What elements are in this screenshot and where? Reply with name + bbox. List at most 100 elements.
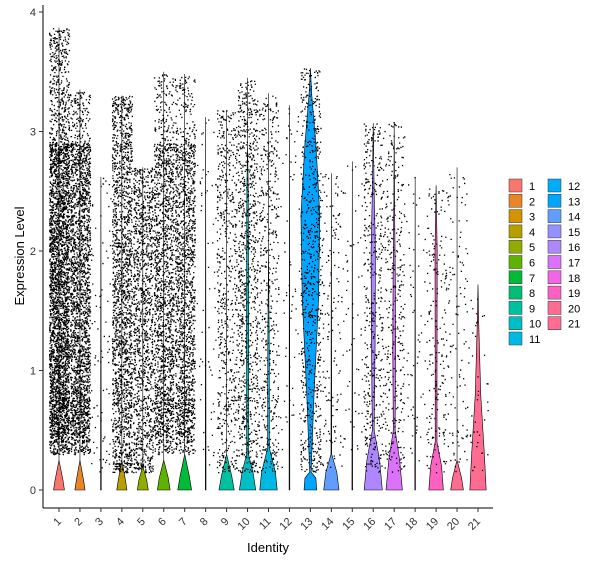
plot-area [49, 27, 489, 491]
legend-label: 17 [568, 258, 580, 270]
x-tick-label: 7 [177, 516, 190, 529]
legend-label: 3 [529, 212, 535, 224]
jitter-points [132, 167, 155, 474]
legend-item: 13 [547, 194, 580, 208]
legend-item: 15 [547, 224, 580, 239]
x-axis-title: Identity [247, 540, 289, 555]
legend-item: 16 [547, 239, 580, 254]
x-tick-label: 15 [340, 516, 357, 533]
x-tick-label: 17 [382, 516, 399, 533]
x-tick-label: 1 [51, 516, 64, 529]
violin-body [100, 176, 102, 491]
legend-swatch [547, 301, 562, 315]
x-tick-label: 2 [72, 516, 85, 529]
jitter-points [447, 174, 469, 473]
legend-swatch [508, 316, 523, 330]
jitter-points [153, 74, 175, 456]
jitter-points [300, 68, 322, 473]
legend-swatch [547, 209, 562, 223]
violin-body [323, 173, 340, 491]
legend-swatch [547, 224, 562, 239]
y-tick-label: 4 [30, 7, 36, 19]
jitter-points [321, 174, 343, 471]
violin-group [132, 167, 155, 491]
jitter-points [216, 110, 238, 474]
x-tick-label: 9 [219, 516, 232, 529]
legend-label: 12 [568, 181, 580, 193]
jitter-points [363, 123, 385, 473]
y-tick-label: 1 [30, 366, 36, 378]
violin-body [177, 74, 192, 491]
legend-swatch [508, 239, 523, 254]
violin-body [288, 105, 291, 491]
violin-group [70, 89, 92, 491]
legend-item: 1 [508, 178, 535, 193]
legend-swatch [547, 285, 562, 300]
violin-group [280, 105, 301, 491]
violin-group [49, 27, 71, 491]
legend-label: 11 [529, 334, 540, 346]
legend-item: 5 [508, 239, 535, 254]
violin-group [447, 167, 469, 491]
legend-item: 11 [508, 331, 540, 346]
legend-item: 12 [547, 178, 580, 193]
violin-body [157, 71, 171, 491]
x-tick-label: 6 [156, 516, 169, 529]
x-tick-label: 21 [466, 516, 483, 533]
x-tick-label: 14 [319, 516, 336, 533]
legend-item: 6 [508, 255, 535, 270]
legend-swatch [547, 194, 562, 208]
legend-item: 19 [547, 285, 580, 300]
legend-swatch [508, 224, 523, 239]
violin-group [91, 176, 113, 491]
legend-label: 7 [529, 273, 535, 285]
x-tick-label: 13 [298, 516, 315, 533]
x-tick-label: 3 [93, 516, 106, 529]
legend-swatch [547, 239, 562, 254]
violin-body [469, 284, 487, 491]
legend-swatch [508, 270, 523, 285]
jitter-points [70, 91, 92, 456]
violin-group [174, 74, 196, 491]
legend-label: 19 [568, 288, 580, 300]
violin-body [385, 121, 403, 491]
violin-body [204, 117, 207, 491]
legend-label: 5 [529, 242, 535, 254]
legend-item: 9 [508, 301, 535, 315]
jitter-points [49, 28, 71, 456]
violin-body [363, 123, 383, 491]
violin-group [237, 77, 259, 491]
violin-group [216, 109, 238, 491]
x-tick-label: 20 [445, 516, 462, 533]
legend-item: 7 [508, 270, 535, 285]
jitter-points [237, 80, 259, 474]
jitter-points [280, 108, 301, 468]
legend-label: 9 [529, 303, 535, 315]
violin-group [111, 95, 134, 491]
legend-item: 18 [547, 270, 580, 285]
legend-label: 20 [568, 303, 580, 315]
legend-item: 4 [508, 224, 535, 239]
legend-swatch [547, 255, 562, 269]
legend-label: 1 [529, 181, 535, 193]
x-tick-label: 18 [403, 516, 420, 533]
legend-label: 4 [529, 227, 535, 239]
legend-label: 6 [529, 258, 535, 270]
violin-body [450, 167, 464, 491]
legend-item: 10 [508, 316, 541, 331]
violin-group [195, 117, 217, 491]
x-ticks: 1 2 3 4 5 6 7 8 9 10 11 12 13 14 15 16 17 18 19 20 21 [51, 508, 483, 533]
violin-group [406, 176, 426, 491]
legend-label: 18 [568, 273, 580, 285]
violin-group [363, 123, 385, 491]
violin-body [218, 109, 235, 491]
violin-group [342, 161, 364, 491]
legend-item: 3 [508, 209, 535, 224]
jitter-points [111, 95, 134, 474]
legend-item: 2 [508, 194, 535, 208]
legend-swatch [508, 255, 523, 269]
x-tick-label: 16 [361, 516, 378, 533]
legend-label: 14 [568, 212, 580, 224]
legend-swatch [547, 178, 562, 193]
